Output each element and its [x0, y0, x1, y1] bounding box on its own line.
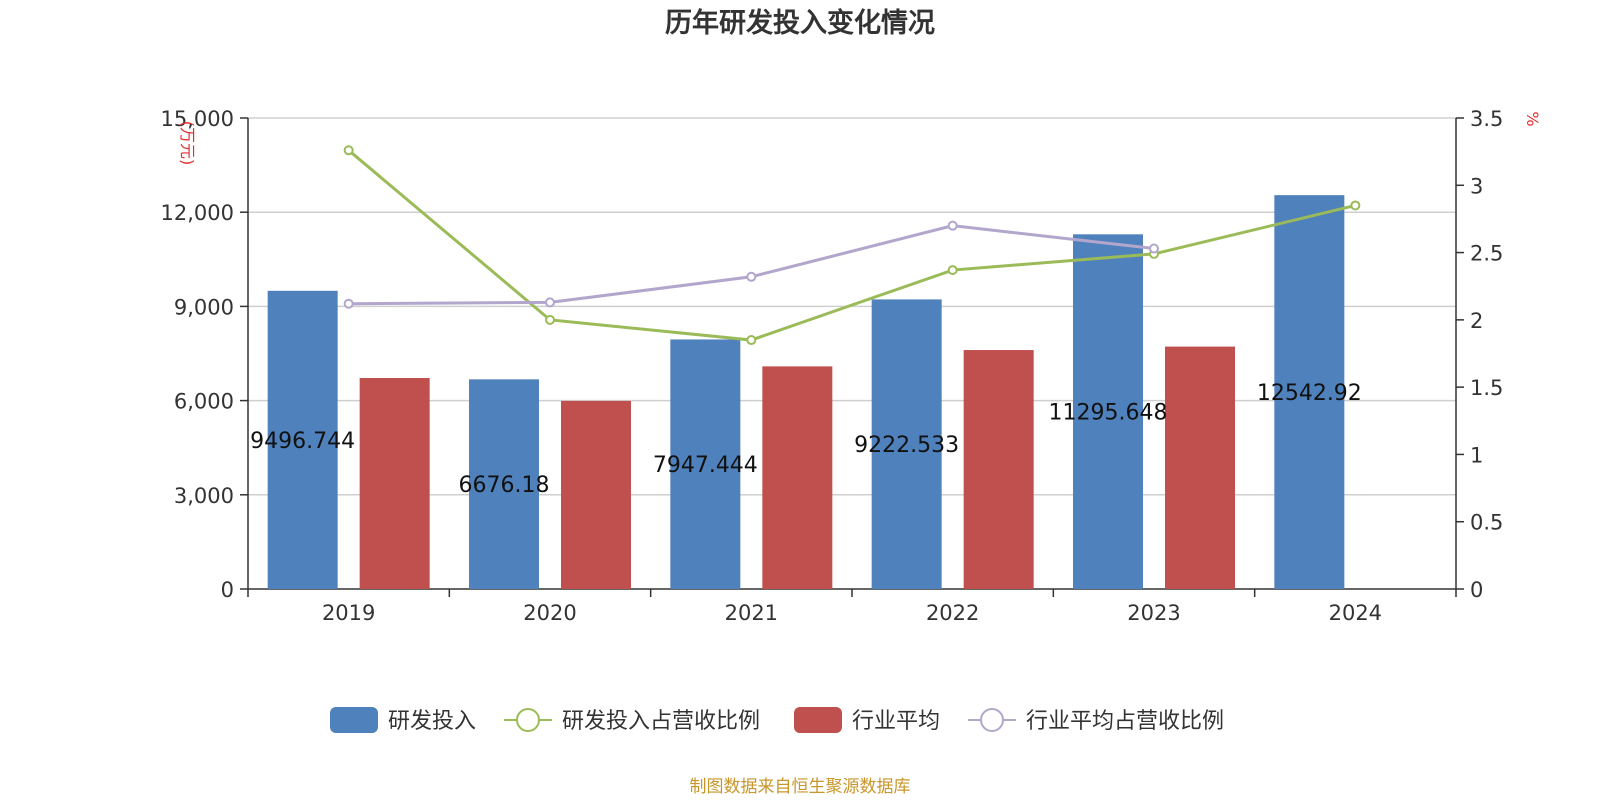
right-axis-unit: % [1523, 111, 1542, 126]
line-rd-ratio [347, 149, 1356, 342]
right-axis-tick-label: 2.5 [1470, 242, 1503, 266]
legend-bar-swatch [330, 707, 378, 733]
bars [267, 195, 1345, 589]
legend-bar-swatch [794, 707, 842, 733]
bar-value-label: 12542.92 [1257, 381, 1362, 406]
bar-rd-investment [469, 379, 539, 589]
left-axis-tick-label: 15,000 [161, 107, 234, 131]
bar-rd-investment [1073, 234, 1143, 589]
point-rd-ratio [947, 265, 958, 276]
chart-title: 历年研发投入变化情况 [665, 7, 935, 39]
left-axis-tick-label: 9,000 [174, 295, 234, 319]
bar-rd-investment [267, 290, 338, 589]
bar-rd-investment [1274, 195, 1345, 589]
left-axis-tick-label: 6,000 [174, 390, 234, 414]
bar-rd-investment [871, 299, 942, 589]
point-industry-ratio [947, 220, 958, 231]
left-axis-tick-label: 0 [221, 578, 234, 602]
right-axis-tick-label: 1.5 [1470, 376, 1503, 400]
x-axis-tick-label: 2020 [523, 601, 576, 625]
point-industry-ratio [343, 298, 354, 309]
axes: 0 3,000 6,000 9,000 12,000 15,000 0 0.5 1 1.5 2 2.5… [161, 107, 1542, 625]
lines [343, 145, 1361, 346]
right-axis-tick-label: 0.5 [1470, 511, 1503, 535]
bar-value-label: 6676.18 [459, 473, 550, 498]
point-industry-ratio [1149, 243, 1159, 254]
bar-industry-average [963, 350, 1034, 589]
point-industry-ratio [746, 271, 757, 282]
bar-value-label: 7947.444 [653, 453, 758, 478]
x-axis-tick-label: 2024 [1329, 601, 1382, 625]
point-rd-ratio [545, 314, 555, 325]
point-rd-ratio [746, 335, 757, 346]
point-rd-ratio [1350, 200, 1361, 211]
legend-label: 研发投入 [388, 709, 476, 734]
bar-value-label: 9496.744 [250, 429, 355, 454]
right-axis-tick-label: 2 [1470, 309, 1483, 333]
bar-value-label: 9222.533 [854, 433, 959, 458]
point-industry-ratio [545, 297, 555, 308]
x-axis-tick-label: 2022 [926, 601, 979, 625]
right-axis-tick-label: 3 [1470, 174, 1483, 198]
legend: 研发投入 研发投入占营收比例 行业平均 行业平均占营收比例 [330, 707, 1224, 734]
right-axis-tick-label: 3.5 [1470, 107, 1503, 131]
legend-label: 行业平均 [852, 709, 940, 734]
legend-label: 行业平均占营收比例 [1026, 709, 1224, 734]
left-axis-unit: (万元) [178, 121, 197, 166]
point-rd-ratio [343, 145, 354, 156]
x-axis-tick-label: 2021 [725, 601, 778, 625]
bar-labels: 9496.744 6676.18 7947.444 9222.533 11295.648… [250, 381, 1362, 498]
x-axis-tick-label: 2019 [322, 601, 375, 625]
bar-industry-average [561, 400, 631, 589]
bar-industry-average [1165, 346, 1235, 589]
legend-marker-swatch [980, 708, 1004, 732]
bar-industry-average [359, 377, 430, 589]
right-axis-tick-label: 0 [1470, 578, 1483, 602]
left-axis-tick-label: 12,000 [161, 201, 234, 225]
legend-marker-swatch [516, 708, 540, 732]
source-note: 制图数据来自恒生聚源数据库 [690, 777, 911, 797]
bar-value-label: 11295.648 [1049, 401, 1168, 426]
bar-industry-average [762, 366, 833, 589]
left-axis-tick-label: 3,000 [174, 484, 234, 508]
legend-label: 研发投入占营收比例 [562, 709, 760, 734]
x-axis-tick-label: 2023 [1127, 601, 1180, 625]
right-axis-tick-label: 1 [1470, 443, 1483, 467]
bar-rd-investment [670, 339, 741, 589]
